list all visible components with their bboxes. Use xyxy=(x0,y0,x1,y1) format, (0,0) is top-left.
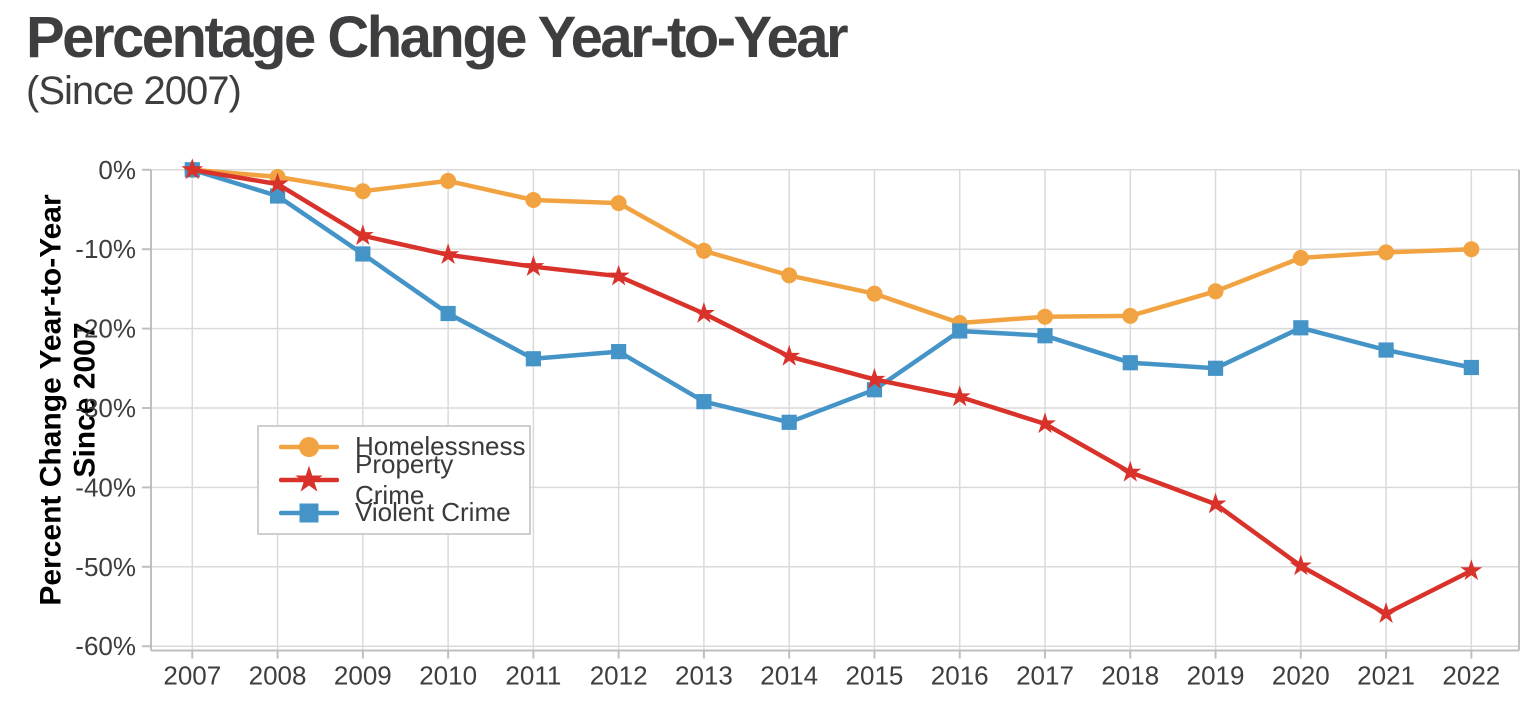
axis-ticks xyxy=(142,168,1473,659)
x-tick-label: 2009 xyxy=(334,661,392,691)
x-tick-label: 2021 xyxy=(1357,661,1415,691)
x-tick-label: 2007 xyxy=(163,661,221,691)
x-tick-label: 2022 xyxy=(1442,661,1500,691)
legend: Homelessness Property Crime Violent Crim… xyxy=(257,425,531,535)
x-tick-label: 2011 xyxy=(505,661,561,691)
chart-header: Percentage Change Year-to-Year (Since 20… xyxy=(26,5,849,114)
x-tick-label: 2014 xyxy=(760,661,818,691)
legend-label-violent-crime: Violent Crime xyxy=(355,497,511,527)
legend-label-property-crime: Property Crime xyxy=(355,448,454,510)
y-tick-label: -50% xyxy=(75,552,136,582)
series-property-crime xyxy=(181,158,1483,623)
series-homelessness xyxy=(184,161,1480,332)
star-marker-icon xyxy=(279,465,339,492)
x-tick-label: 2017 xyxy=(1016,661,1074,691)
chart-subtitle: (Since 2007) xyxy=(26,69,242,114)
x-tick-label: 2008 xyxy=(249,661,307,691)
legend-label-homelessness: Homelessness xyxy=(355,431,526,461)
x-tick-label: 2016 xyxy=(931,661,989,691)
x-tick-label: 2020 xyxy=(1272,661,1330,691)
legend-item-violent-crime: Violent Crime xyxy=(279,496,529,529)
series-violent-crime xyxy=(184,162,1479,430)
tick-labels: 0% -10% -20% -30% -40% -50% -60% 2007 2008 2009 20… xyxy=(75,155,1500,691)
y-tick-label: -40% xyxy=(75,472,136,502)
legend-item-homelessness: Homelessness xyxy=(279,430,529,463)
gridlines xyxy=(151,169,1519,651)
x-tick-label: 2018 xyxy=(1101,661,1159,691)
y-tick-label: -20% xyxy=(75,314,136,344)
x-tick-label: 2019 xyxy=(1187,661,1245,691)
legend-item-property-crime: Property Crime xyxy=(279,449,529,510)
y-tick-label: -30% xyxy=(75,393,136,423)
x-tick-label: 2013 xyxy=(675,661,733,691)
y-tick-label: -60% xyxy=(75,631,136,661)
x-tick-label: 2010 xyxy=(419,661,477,691)
circle-marker-icon xyxy=(279,436,339,457)
y-tick-label: 0% xyxy=(98,155,136,185)
axis-spines xyxy=(150,169,1520,652)
square-marker-icon xyxy=(279,503,339,522)
y-tick-label: -10% xyxy=(75,234,136,264)
x-tick-label: 2012 xyxy=(590,661,648,691)
chart-title: Percentage Change Year-to-Year xyxy=(26,5,849,70)
x-tick-label: 2015 xyxy=(846,661,904,691)
